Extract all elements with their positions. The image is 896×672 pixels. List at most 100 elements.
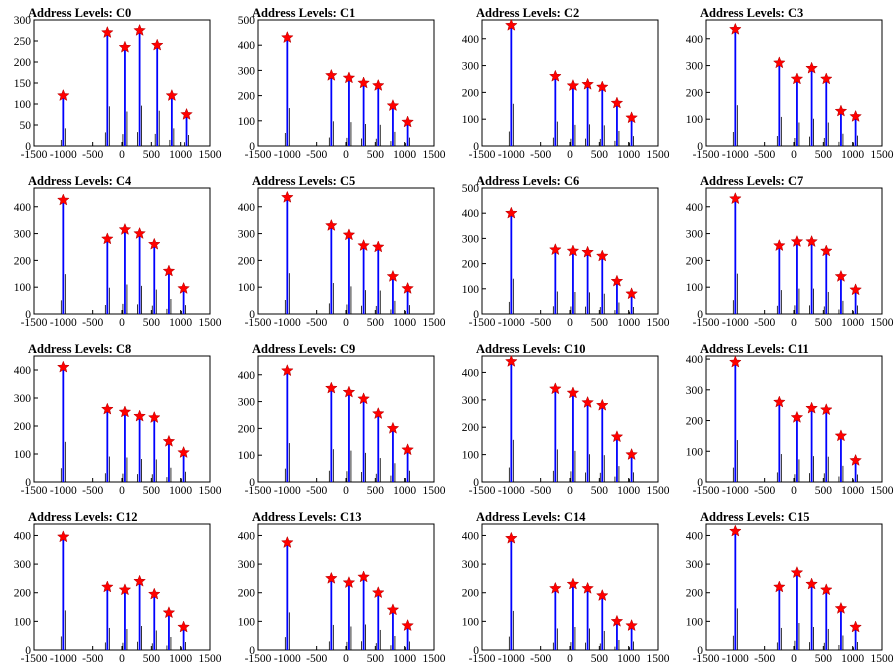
chart-svg: Address Levels: C13 0 100 200 300 400 -1500 -10… — [238, 510, 446, 665]
y-tick-label: 100 — [238, 616, 256, 628]
data-point-marker — [280, 190, 294, 203]
y-tick-label: 400 — [686, 202, 704, 214]
y-tick-label: 100 — [14, 99, 32, 111]
data-point-marker — [566, 78, 580, 92]
data-point-marker — [162, 434, 176, 447]
y-tick-label: 300 — [14, 15, 32, 27]
y-tick-label: 200 — [462, 422, 480, 434]
y-tick-label: 200 — [14, 255, 32, 267]
data-point-marker — [849, 283, 862, 296]
data-point-marker — [177, 620, 190, 633]
x-tick-label: -1000 — [498, 653, 525, 665]
data-point-marker — [371, 406, 385, 420]
x-tick-label: -1000 — [50, 485, 77, 497]
data-point-marker — [504, 206, 518, 219]
data-point-marker — [819, 72, 833, 85]
x-tick-label: -500 — [530, 317, 551, 329]
y-tick-label: 400 — [238, 202, 256, 214]
y-tick-label: 400 — [462, 530, 480, 542]
x-tick-label: -1000 — [722, 485, 749, 497]
chart-svg: Address Levels: C7 0 100 200 300 400 -1500 -100… — [686, 174, 894, 329]
y-tick-label: 0 — [473, 309, 479, 321]
y-tick-label: 400 — [462, 367, 480, 379]
x-tick-label: 500 — [143, 653, 161, 665]
x-tick-label: 1500 — [871, 653, 894, 665]
y-tick-label: 0 — [697, 645, 703, 657]
data-point-marker — [357, 76, 370, 89]
y-tick-label: 0 — [25, 477, 31, 489]
data-point-marker — [625, 287, 638, 300]
data-point-marker — [728, 355, 742, 368]
x-tick-label: 1500 — [423, 317, 446, 329]
y-tick-label: 400 — [238, 40, 256, 52]
x-tick-label: 1000 — [617, 653, 640, 665]
x-tick-label: 500 — [815, 317, 833, 329]
chart-title: Address Levels: C12 — [28, 510, 138, 524]
x-tick-label: -500 — [306, 485, 327, 497]
x-tick-label: 500 — [367, 653, 385, 665]
x-tick-label: 0 — [119, 653, 125, 665]
x-tick-label: -1500 — [21, 317, 48, 329]
y-tick-label: 0 — [473, 477, 479, 489]
chart-svg: Address Levels: C14 0 100 200 300 400 -1500 -10… — [462, 510, 670, 665]
data-point-marker — [133, 574, 146, 587]
x-tick-label: 500 — [367, 485, 385, 497]
data-point-marker — [625, 618, 638, 632]
data-point-marker — [772, 238, 786, 252]
chart-svg: Address Levels: C5 0 100 200 300 400 -1500 -100… — [238, 174, 446, 329]
data-point-marker — [610, 430, 624, 443]
data-point-marker — [100, 402, 114, 415]
chart-svg: Address Levels: C12 0 100 200 300 400 -1500 -10… — [14, 510, 222, 665]
y-tick-label: 200 — [238, 423, 256, 435]
y-tick-label: 200 — [686, 87, 704, 99]
data-point-marker — [581, 395, 594, 408]
data-point-marker — [324, 218, 338, 231]
data-point-marker — [371, 586, 385, 599]
y-tick-label: 100 — [686, 114, 704, 126]
x-tick-label: -1500 — [21, 149, 48, 161]
data-point-marker — [56, 530, 70, 543]
x-tick-label: -1000 — [498, 317, 525, 329]
data-point-marker — [280, 364, 294, 377]
chart-panel: Address Levels: C7 0 100 200 300 400 -1500 -100… — [672, 168, 896, 336]
y-tick-label: 300 — [462, 559, 480, 571]
y-tick-label: 300 — [14, 559, 32, 571]
x-tick-label: 0 — [567, 653, 573, 665]
x-tick-label: 0 — [567, 485, 573, 497]
y-tick-label: 0 — [697, 309, 703, 321]
x-tick-label: -500 — [306, 317, 327, 329]
y-tick-label: 0 — [25, 645, 31, 657]
data-point-marker — [625, 447, 638, 461]
x-tick-label: -1500 — [245, 485, 272, 497]
y-tick-label: 400 — [238, 370, 256, 382]
y-tick-label: 400 — [14, 365, 32, 377]
data-point-marker — [150, 38, 164, 51]
x-tick-label: -1000 — [274, 149, 301, 161]
chart-panel: Address Levels: C4 0 100 200 300 400 -1500 -100… — [0, 168, 224, 336]
x-tick-label: 1500 — [199, 317, 222, 329]
x-tick-label: -1500 — [469, 317, 496, 329]
y-tick-label: 300 — [686, 559, 704, 571]
data-point-marker — [118, 222, 132, 235]
data-point-marker — [177, 281, 190, 294]
chart-title: Address Levels: C10 — [476, 342, 586, 356]
data-point-marker — [386, 98, 400, 112]
x-tick-label: -1000 — [274, 485, 301, 497]
x-tick-label: -1500 — [245, 317, 272, 329]
data-point-marker — [147, 587, 161, 600]
chart-panel: Address Levels: C11 0 100 200 300 400 -1500 -10… — [672, 336, 896, 504]
x-tick-label: 1500 — [871, 317, 894, 329]
data-point-marker — [772, 395, 786, 408]
x-tick-label: 500 — [367, 149, 385, 161]
y-tick-label: 400 — [238, 530, 256, 542]
data-point-marker — [595, 588, 609, 602]
data-point-marker — [371, 78, 385, 91]
y-tick-label: 300 — [238, 229, 256, 241]
chart-svg: Address Levels: C10 0 100 200 300 400 -1500 -10… — [462, 342, 670, 497]
x-tick-label: -500 — [82, 653, 103, 665]
data-point-marker — [790, 234, 804, 248]
data-point-marker — [595, 249, 609, 262]
chart-title: Address Levels: C9 — [252, 342, 355, 356]
y-tick-label: 50 — [20, 120, 32, 132]
x-tick-label: -1000 — [498, 485, 525, 497]
